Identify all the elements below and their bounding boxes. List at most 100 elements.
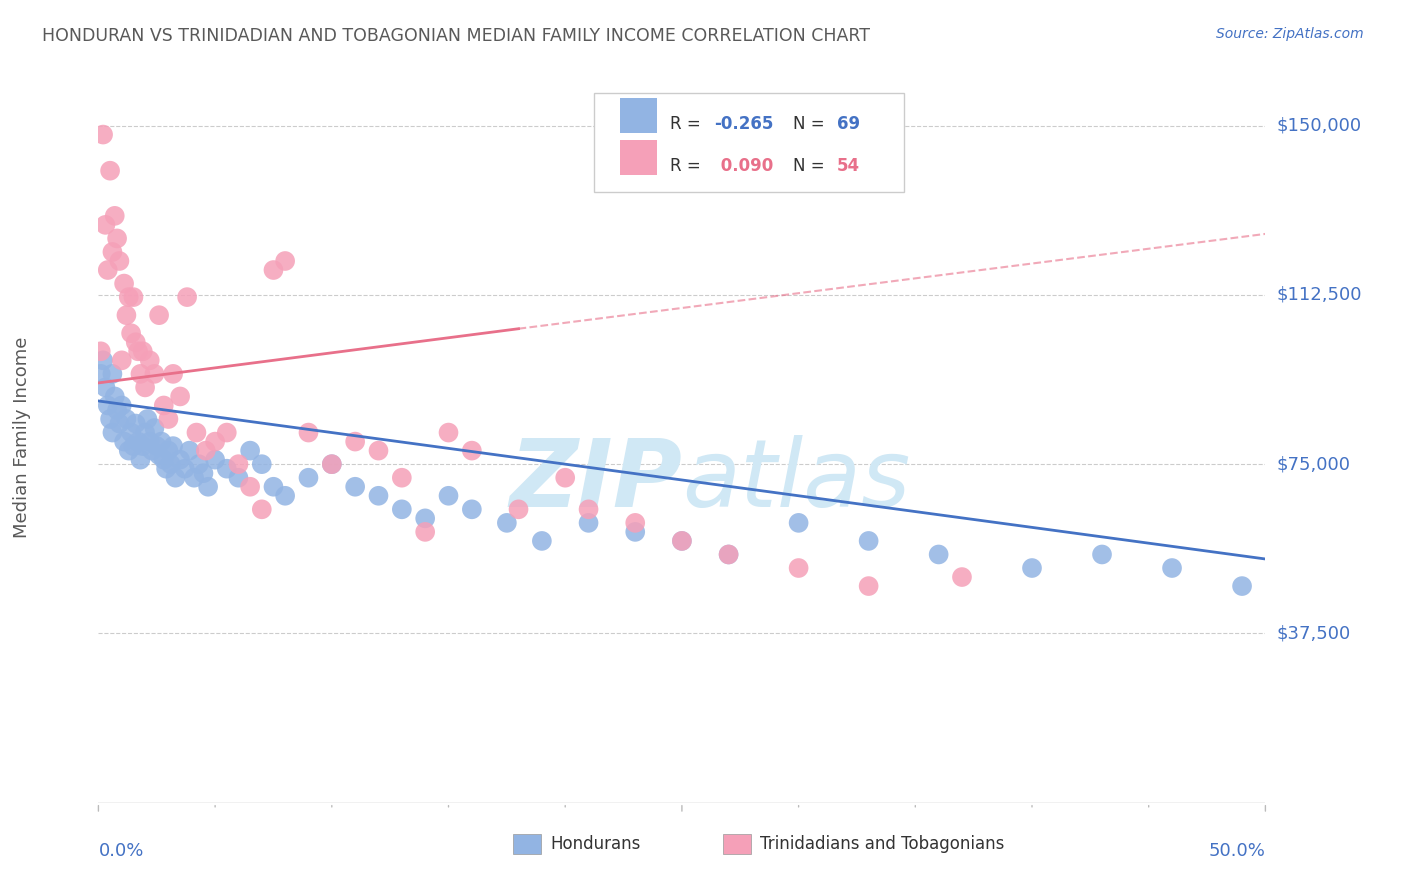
Point bbox=[118, 290, 141, 304]
Point bbox=[120, 326, 142, 341]
Point bbox=[176, 290, 198, 304]
Point bbox=[101, 367, 124, 381]
Point bbox=[146, 439, 169, 453]
Point bbox=[186, 425, 208, 440]
Point bbox=[127, 434, 149, 449]
Text: atlas: atlas bbox=[682, 435, 910, 526]
Point bbox=[1021, 561, 1043, 575]
Point bbox=[115, 308, 138, 322]
Point bbox=[215, 461, 238, 475]
Point bbox=[94, 218, 117, 232]
Point bbox=[139, 353, 162, 368]
Point bbox=[122, 290, 145, 304]
Point bbox=[148, 448, 170, 462]
Point bbox=[111, 353, 134, 368]
Point bbox=[150, 434, 173, 449]
Point bbox=[413, 524, 436, 539]
Text: -0.265: -0.265 bbox=[714, 115, 773, 133]
Text: 54: 54 bbox=[837, 157, 860, 175]
Point bbox=[344, 434, 367, 449]
Text: Source: ZipAtlas.com: Source: ZipAtlas.com bbox=[1216, 27, 1364, 41]
Point bbox=[239, 480, 262, 494]
Point bbox=[194, 443, 217, 458]
Point bbox=[274, 489, 297, 503]
Point bbox=[169, 452, 191, 467]
Point bbox=[125, 417, 148, 431]
Bar bbox=[513, 833, 541, 854]
Point bbox=[215, 425, 238, 440]
Point bbox=[148, 308, 170, 322]
Point bbox=[187, 457, 209, 471]
Point bbox=[157, 443, 180, 458]
Point bbox=[787, 516, 810, 530]
Point bbox=[91, 128, 114, 142]
Point bbox=[250, 457, 273, 471]
Point bbox=[105, 231, 128, 245]
Text: R =: R = bbox=[671, 115, 706, 133]
Point bbox=[111, 399, 134, 413]
Point bbox=[554, 471, 576, 485]
Point bbox=[858, 579, 880, 593]
Point bbox=[152, 452, 174, 467]
Point bbox=[98, 412, 121, 426]
Point bbox=[129, 367, 152, 381]
Point bbox=[197, 480, 219, 494]
Point bbox=[162, 439, 184, 453]
Point bbox=[262, 480, 284, 494]
Point bbox=[950, 570, 973, 584]
Text: 69: 69 bbox=[837, 115, 860, 133]
Point bbox=[717, 548, 740, 562]
Point bbox=[105, 403, 128, 417]
Point bbox=[239, 443, 262, 458]
Point bbox=[717, 548, 740, 562]
Point bbox=[173, 461, 195, 475]
Point bbox=[159, 457, 181, 471]
Point bbox=[858, 533, 880, 548]
Text: 0.090: 0.090 bbox=[714, 157, 773, 175]
Point bbox=[262, 263, 284, 277]
Point bbox=[344, 480, 367, 494]
Point bbox=[120, 425, 142, 440]
Point bbox=[165, 471, 187, 485]
Text: $150,000: $150,000 bbox=[1277, 117, 1361, 135]
Point bbox=[115, 412, 138, 426]
Point bbox=[122, 439, 145, 453]
Point bbox=[461, 502, 484, 516]
Point bbox=[228, 457, 250, 471]
Point bbox=[274, 254, 297, 268]
Point bbox=[578, 502, 600, 516]
Point bbox=[391, 471, 413, 485]
Point bbox=[928, 548, 950, 562]
Bar bbox=[723, 833, 751, 854]
Point bbox=[461, 443, 484, 458]
Point bbox=[624, 524, 647, 539]
Point bbox=[413, 511, 436, 525]
Text: Median Family Income: Median Family Income bbox=[13, 336, 31, 538]
Point bbox=[367, 489, 389, 503]
Point bbox=[108, 254, 131, 268]
Point bbox=[193, 466, 215, 480]
Text: $75,000: $75,000 bbox=[1277, 455, 1351, 473]
Point bbox=[1091, 548, 1114, 562]
Point bbox=[132, 344, 155, 359]
Point bbox=[90, 344, 112, 359]
Point bbox=[1230, 579, 1253, 593]
Point bbox=[321, 457, 343, 471]
Point bbox=[112, 434, 135, 449]
Point bbox=[624, 516, 647, 530]
Point bbox=[104, 389, 127, 403]
Point bbox=[94, 380, 117, 394]
Point bbox=[136, 412, 159, 426]
Text: $37,500: $37,500 bbox=[1277, 624, 1351, 642]
Point bbox=[112, 277, 135, 291]
Point bbox=[134, 380, 156, 394]
Point bbox=[132, 439, 155, 453]
Point bbox=[228, 471, 250, 485]
Point bbox=[91, 353, 114, 368]
Text: Trinidadians and Tobagonians: Trinidadians and Tobagonians bbox=[761, 835, 1004, 853]
Point bbox=[118, 443, 141, 458]
Point bbox=[143, 421, 166, 435]
Point bbox=[321, 457, 343, 471]
Point bbox=[90, 367, 112, 381]
Point bbox=[508, 502, 530, 516]
